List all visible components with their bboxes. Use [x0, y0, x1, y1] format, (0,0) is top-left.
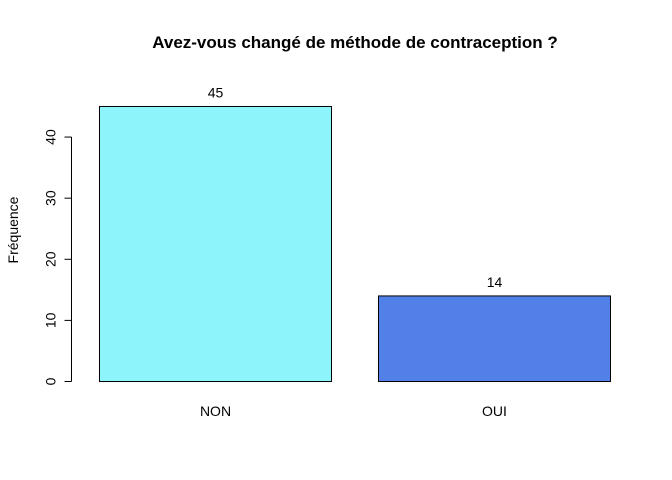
- x-tick-label: OUI: [482, 403, 507, 419]
- y-tick-label: 10: [43, 312, 59, 328]
- y-axis: 0 10 20 30 40: [43, 129, 72, 385]
- bar-non: [99, 106, 332, 382]
- bar-value-label: 45: [208, 85, 224, 101]
- y-axis-label: Fréquence: [5, 196, 21, 263]
- y-tick-label: 20: [43, 251, 59, 267]
- bars-group: 45 NON 14 OUI: [99, 85, 611, 419]
- y-tick-label: 40: [43, 129, 59, 145]
- bar-value-label: 14: [487, 274, 503, 290]
- bar-oui: [378, 295, 611, 383]
- y-tick-label: 0: [43, 377, 59, 385]
- y-tick-label: 30: [43, 190, 59, 206]
- x-tick-label: NON: [200, 403, 231, 419]
- chart-title: Avez-vous changé de méthode de contracep…: [152, 33, 558, 52]
